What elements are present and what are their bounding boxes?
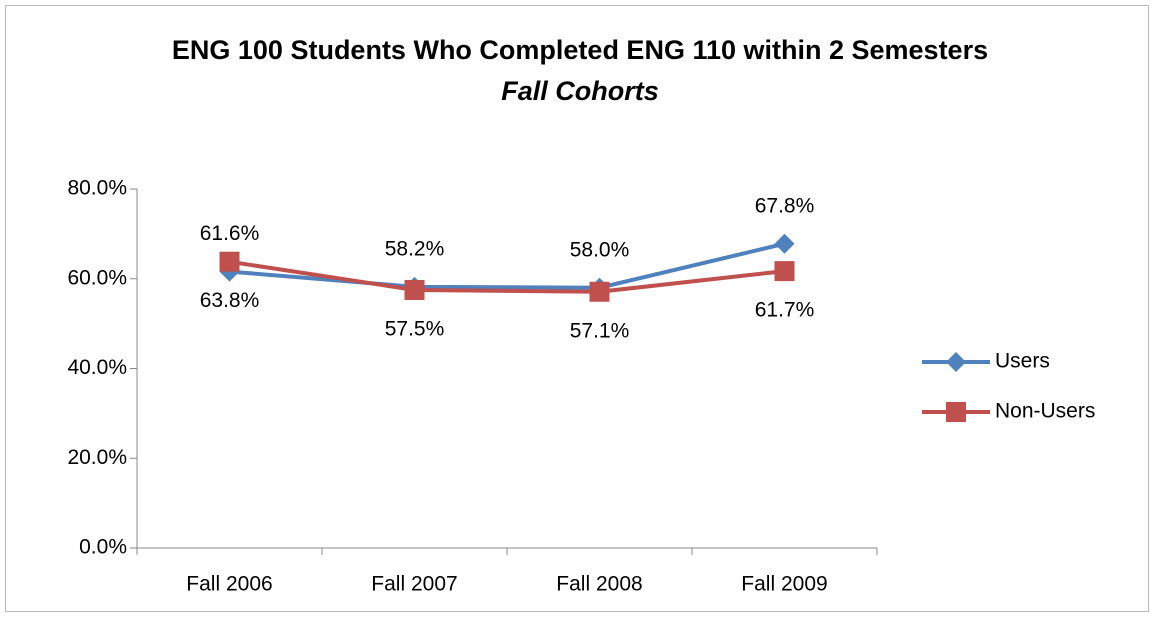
square-marker [774, 261, 795, 282]
legend-label: Users [995, 350, 1050, 373]
data-label: 61.6% [200, 222, 260, 245]
square-marker [589, 281, 610, 302]
title-block: ENG 100 Students Who Completed ENG 110 w… [130, 30, 1030, 112]
series-line [229, 259, 785, 294]
diamond-marker [774, 233, 795, 254]
y-tick-label: 80.0% [67, 177, 127, 200]
square-marker [219, 251, 240, 272]
data-label: 57.1% [570, 319, 630, 342]
data-label: 61.7% [755, 299, 815, 322]
data-label: 63.8% [200, 289, 260, 312]
legend-marker [946, 352, 966, 372]
chart-subtitle: Fall Cohorts [501, 76, 659, 106]
y-tick-label: 0.0% [79, 536, 127, 559]
data-label: 57.5% [385, 318, 445, 341]
x-tick-label: Fall 2007 [371, 573, 457, 596]
chart-frame [5, 5, 1149, 612]
data-label: 58.2% [385, 237, 445, 260]
chart-title: ENG 100 Students Who Completed ENG 110 w… [171, 35, 989, 65]
x-tick-label: Fall 2008 [556, 573, 642, 596]
legend-marker [946, 402, 966, 422]
legend-label: Non-Users [995, 400, 1095, 423]
series-line [229, 241, 785, 290]
data-label: 58.0% [570, 238, 630, 261]
data-label: 67.8% [755, 194, 815, 217]
y-tick-label: 20.0% [67, 446, 127, 469]
y-tick-label: 60.0% [67, 266, 127, 289]
square-marker [404, 279, 425, 300]
x-tick-label: Fall 2006 [186, 573, 272, 596]
x-tick-label: Fall 2009 [741, 573, 827, 596]
y-tick-label: 40.0% [67, 356, 127, 379]
